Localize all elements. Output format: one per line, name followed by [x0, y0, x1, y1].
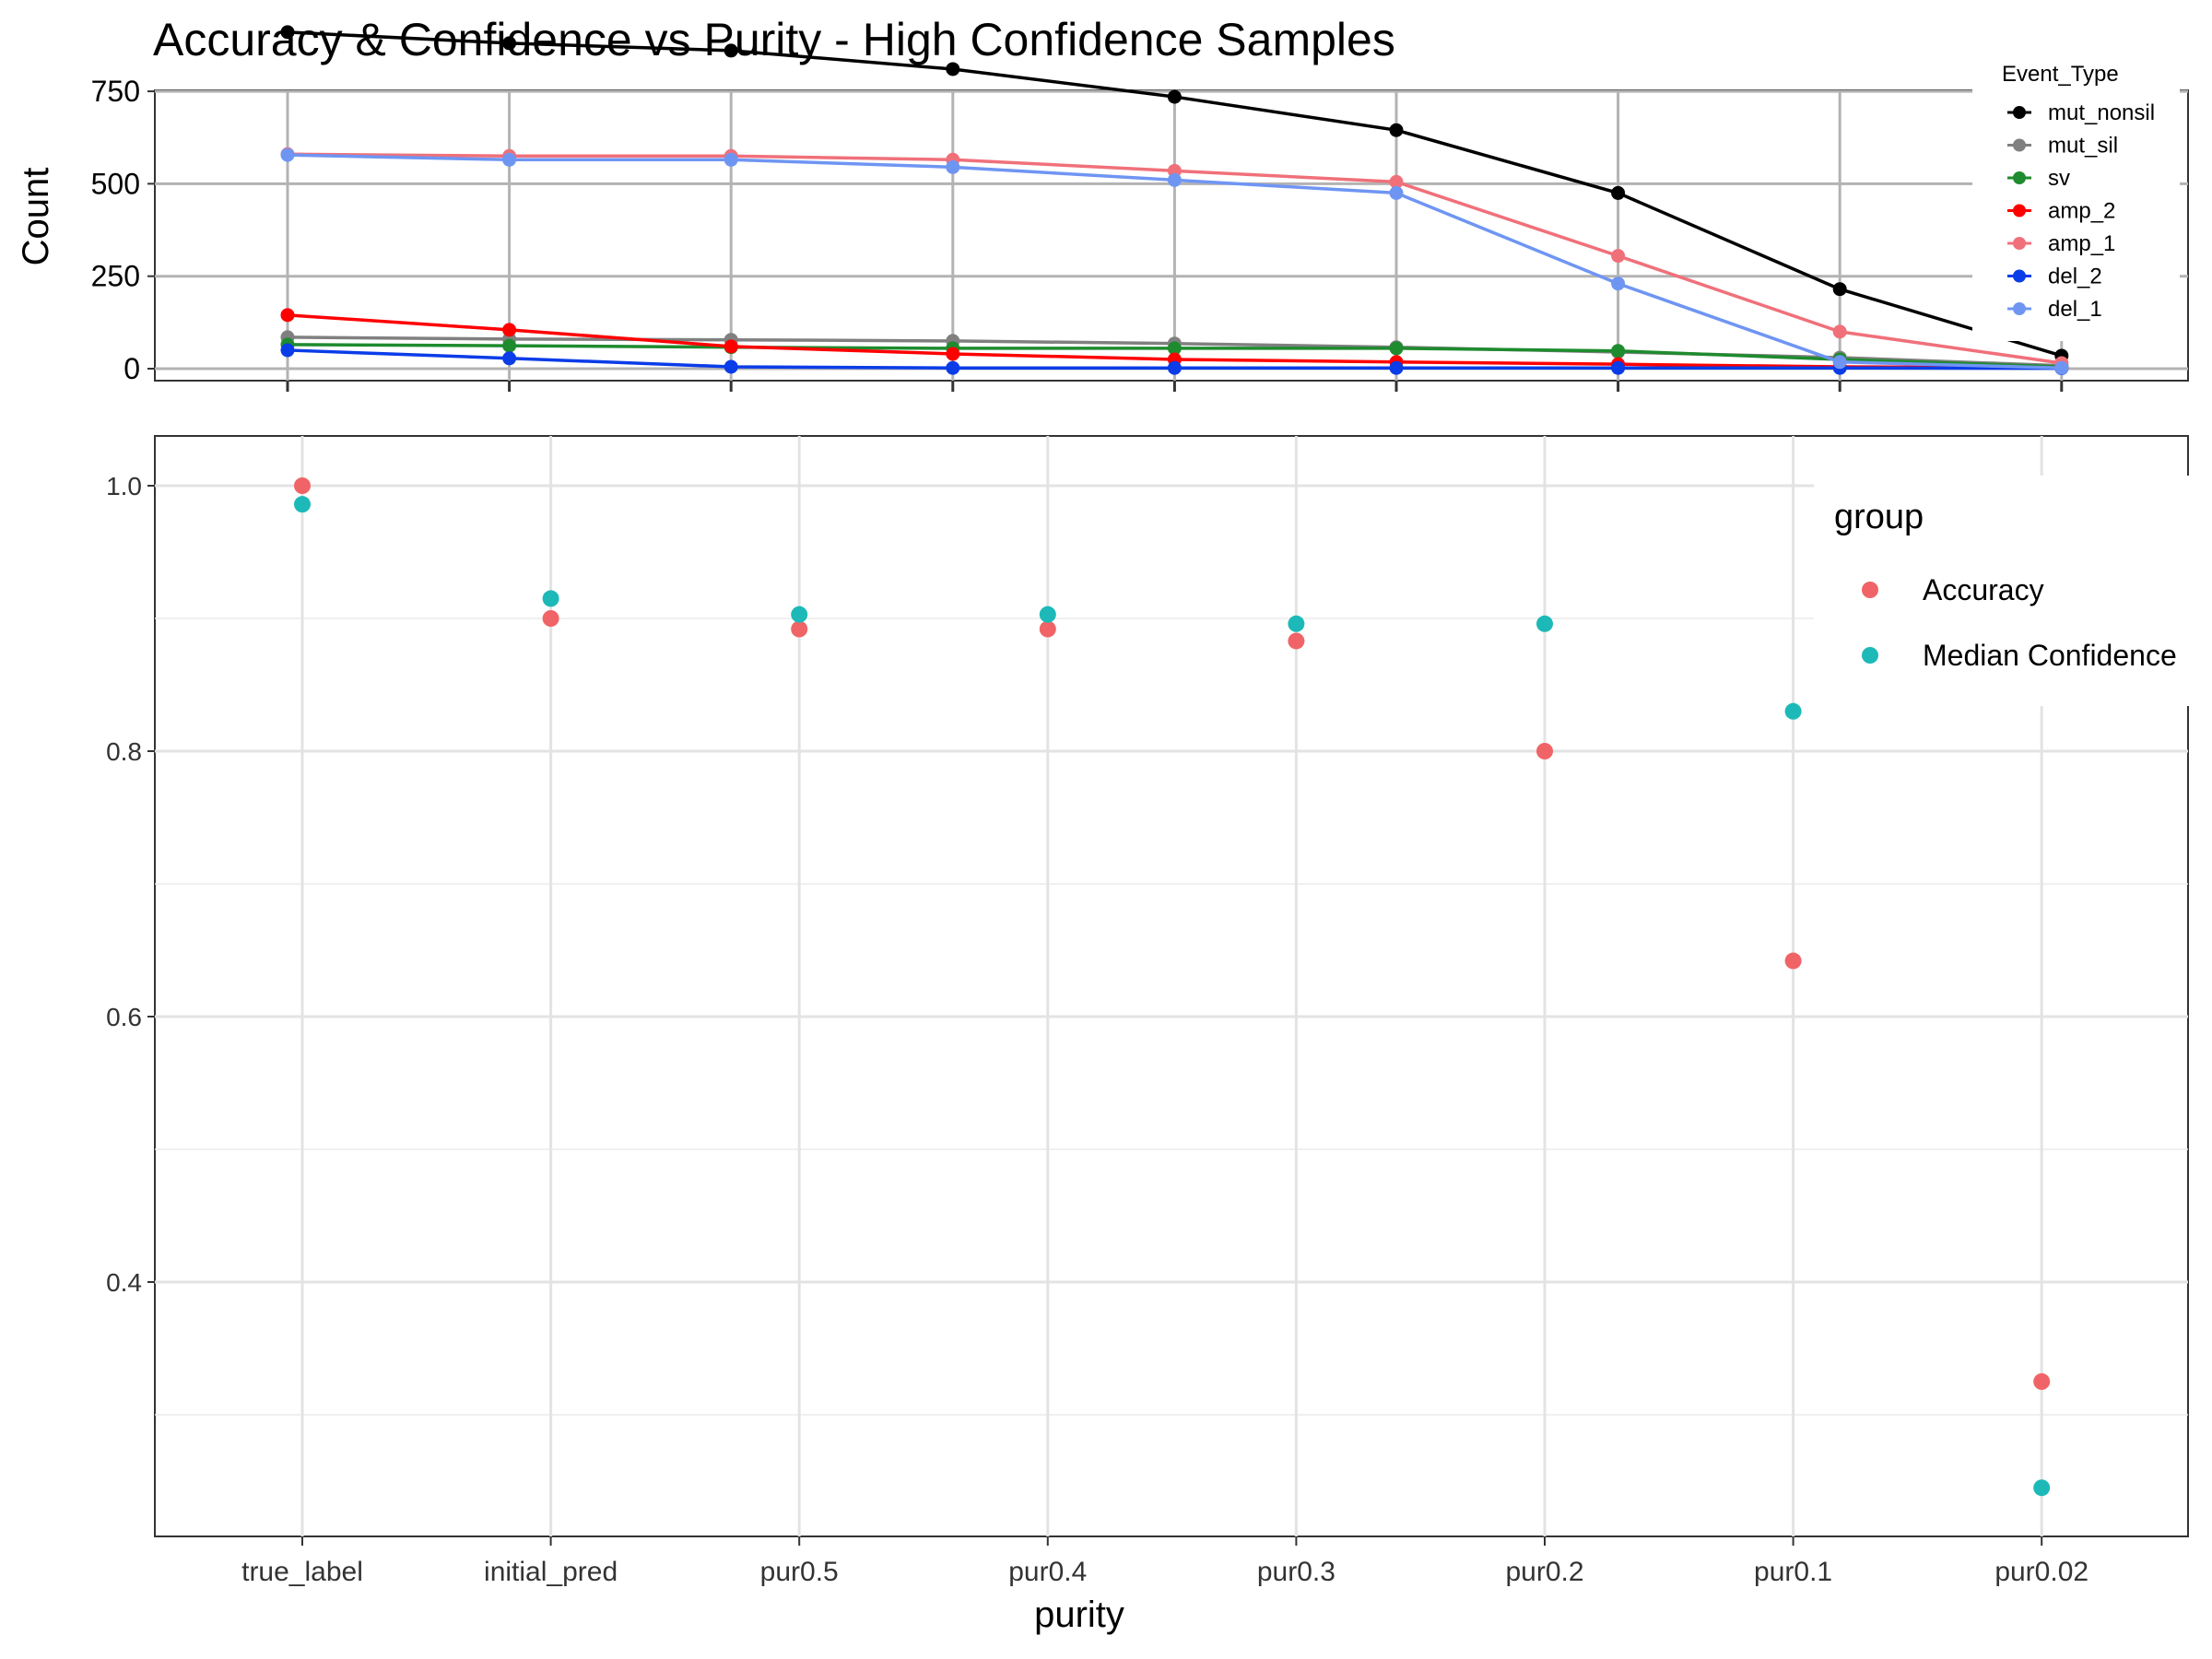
legend-key-point-amp_2 — [2013, 204, 2026, 218]
series-point-del_1 — [724, 152, 738, 167]
legend-key-point-amp_1 — [2013, 237, 2026, 250]
scatter-point-accuracy — [1288, 632, 1305, 650]
series-point-sv — [1167, 341, 1182, 356]
series-point-del_1 — [1389, 185, 1404, 200]
x-tick-label: pur0.1 — [1754, 1557, 1832, 1587]
scatter-point-accuracy — [1039, 620, 1056, 638]
x-tick-label: pur0.2 — [1505, 1557, 1583, 1587]
top-y-tick-label: 250 — [91, 260, 140, 293]
series-point-amp_2 — [280, 308, 295, 323]
scatter-point-median-confidence — [1784, 702, 1802, 720]
series-point-del_1 — [1167, 172, 1182, 187]
x-tick-label: pur0.02 — [1994, 1557, 2088, 1587]
scatter-point-accuracy — [791, 620, 808, 638]
bottom-y-tick-label: 0.4 — [106, 1268, 142, 1297]
series-point-mut_nonsil — [1611, 185, 1626, 200]
scatter-point-median-confidence — [1536, 615, 1553, 632]
top-y-tick-label: 750 — [91, 75, 140, 108]
legend-label-median-confidence: Median Confidence — [1923, 639, 2177, 672]
scatter-point-accuracy — [294, 477, 311, 494]
legend-label-del_2: del_2 — [2048, 265, 2102, 289]
series-point-mut_nonsil — [502, 36, 517, 51]
bottom-y-tick-label: 1.0 — [106, 472, 142, 500]
series-point-mut_nonsil — [1832, 282, 1847, 297]
legend-label-amp_1: amp_1 — [2048, 231, 2115, 256]
legend-label-accuracy: Accuracy — [1923, 573, 2044, 606]
series-point-del_2 — [724, 359, 738, 374]
legend-key-median-confidence — [1862, 647, 1878, 664]
chart-title: Accuracy & Confidence vs Purity - High C… — [153, 14, 1395, 65]
legend-key-point-mut_nonsil — [2013, 106, 2026, 119]
series-point-amp_2 — [502, 323, 517, 337]
series-point-mut_nonsil — [1389, 123, 1404, 137]
legend-key-point-sv — [2013, 171, 2026, 184]
scatter-point-median-confidence — [2033, 1479, 2051, 1497]
legend-key-point-del_2 — [2013, 269, 2026, 283]
legend-label-del_1: del_1 — [2048, 297, 2102, 322]
series-point-del_1 — [502, 152, 517, 167]
series-point-amp_2 — [724, 339, 738, 354]
scatter-point-accuracy — [542, 610, 559, 627]
series-point-mut_nonsil — [280, 25, 295, 40]
series-point-amp_2 — [946, 347, 960, 361]
scatter-point-median-confidence — [542, 590, 559, 607]
scatter-point-accuracy — [1536, 743, 1553, 759]
legend-key-accuracy — [1862, 582, 1878, 598]
series-point-del_1 — [2054, 360, 2069, 375]
x-axis-label: purity — [1034, 1594, 1124, 1635]
series-point-del_1 — [1832, 355, 1847, 370]
series-point-del_2 — [1611, 360, 1626, 375]
bottom-y-tick-label: 0.6 — [106, 1003, 142, 1031]
series-point-del_2 — [280, 343, 295, 358]
legend-key-point-mut_sil — [2013, 138, 2026, 152]
scatter-point-accuracy — [1784, 952, 1802, 970]
series-point-mut_nonsil — [1167, 89, 1182, 104]
x-tick-label: pur0.5 — [760, 1557, 839, 1587]
x-tick-label: true_label — [241, 1557, 363, 1587]
series-point-amp_1 — [1389, 174, 1404, 189]
bottom-y-tick-label: 0.8 — [106, 737, 142, 766]
top-legend-title: Event_Type — [2002, 62, 2119, 87]
series-point-mut_nonsil — [946, 62, 960, 76]
top-y-tick-label: 500 — [91, 167, 140, 200]
x-tick-label: pur0.4 — [1008, 1557, 1087, 1587]
x-tick-label: pur0.3 — [1257, 1557, 1335, 1587]
x-tick-label: initial_pred — [484, 1557, 618, 1587]
series-point-del_2 — [502, 351, 517, 366]
top-y-axis-label: Count — [16, 168, 56, 266]
series-point-sv — [1389, 341, 1404, 356]
legend-key-point-del_1 — [2013, 302, 2026, 315]
scatter-point-median-confidence — [1039, 606, 1056, 623]
top-y-tick-label: 0 — [124, 352, 140, 385]
series-point-del_2 — [1389, 360, 1404, 375]
legend-label-sv: sv — [2048, 166, 2070, 191]
series-point-del_2 — [946, 360, 960, 375]
series-point-del_1 — [1611, 276, 1626, 291]
series-point-del_1 — [946, 159, 960, 174]
series-point-sv — [502, 338, 517, 353]
series-point-amp_1 — [1832, 324, 1847, 339]
top-legend-box — [1972, 57, 2180, 341]
legend-label-mut_sil: mut_sil — [2048, 134, 2118, 159]
series-point-del_1 — [280, 147, 295, 162]
series-point-sv — [1611, 344, 1626, 359]
scatter-point-median-confidence — [294, 496, 311, 513]
bottom-legend-title: group — [1834, 498, 1924, 536]
series-point-amp_1 — [1611, 249, 1626, 264]
series-point-mut_nonsil — [724, 43, 738, 58]
scatter-point-median-confidence — [1288, 615, 1305, 632]
legend-label-amp_2: amp_2 — [2048, 199, 2115, 224]
scatter-point-accuracy — [2033, 1373, 2051, 1390]
bottom-legend-box — [1814, 476, 2212, 706]
series-point-del_2 — [1167, 360, 1182, 375]
scatter-point-median-confidence — [791, 606, 808, 623]
legend-label-mut_nonsil: mut_nonsil — [2048, 100, 2155, 125]
